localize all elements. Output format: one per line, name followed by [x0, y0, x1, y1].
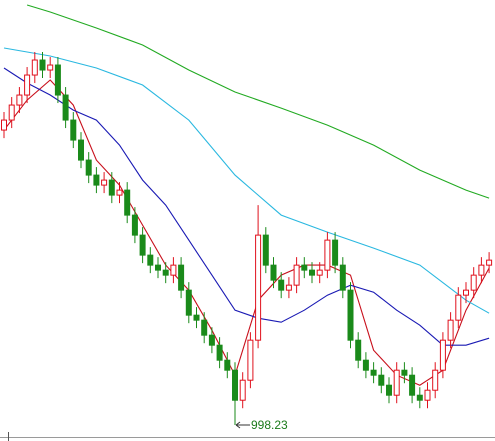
- candle-body: [93, 174, 100, 186]
- candle-body: [309, 269, 315, 276]
- candle-body: [208, 334, 215, 346]
- candle-body: [31, 59, 38, 76]
- candle-body: [39, 59, 46, 71]
- candle-body: [78, 139, 84, 161]
- candle-body: [108, 179, 115, 196]
- candle-body: [416, 394, 423, 401]
- candle-body: [131, 214, 138, 236]
- candle-body: [439, 339, 446, 371]
- candle-body: [47, 64, 54, 71]
- candle-body: [370, 369, 377, 376]
- candle-body: [409, 374, 416, 396]
- candle-body: [486, 259, 493, 266]
- candle-body: [463, 289, 469, 296]
- candle-body: [347, 289, 354, 341]
- candle-body: [339, 264, 346, 291]
- candle-body: [386, 384, 392, 396]
- candle-body: [478, 264, 485, 276]
- candle-body: [162, 269, 169, 276]
- candle-body: [101, 179, 108, 186]
- candle-body: [447, 319, 454, 341]
- candle-body: [316, 269, 323, 276]
- candle-body: [24, 74, 31, 96]
- candle-body: [393, 369, 400, 396]
- candle-body: [378, 374, 385, 386]
- candle-body: [139, 234, 146, 256]
- candle-body: [124, 189, 131, 216]
- candle-body: [70, 119, 77, 141]
- candle-body: [8, 104, 15, 121]
- candle-body: [116, 189, 123, 196]
- candle-body: [293, 264, 300, 286]
- candle-body: [170, 264, 177, 276]
- candle-body: [324, 239, 331, 271]
- candle-body: [301, 264, 308, 271]
- candle-body: [193, 314, 200, 321]
- candle-body: [232, 369, 238, 401]
- candle-body: [216, 344, 223, 361]
- candle-body: [278, 279, 285, 291]
- candle-body: [178, 264, 185, 291]
- annotation-arrowhead: [235, 421, 241, 429]
- candle-body: [247, 339, 254, 381]
- moving-average-line: [3, 79, 490, 386]
- moving-average-line: [3, 47, 490, 314]
- candle-body: [255, 234, 262, 341]
- candle-body: [201, 319, 208, 336]
- candle-body: [147, 254, 154, 266]
- candle-body: [401, 369, 408, 376]
- candle-body: [239, 379, 246, 401]
- candle-body: [155, 264, 161, 271]
- candle-body: [54, 64, 61, 96]
- candle-body: [424, 389, 431, 401]
- candle-body: [470, 274, 477, 291]
- candle-body: [224, 359, 231, 371]
- candle-body: [85, 159, 92, 176]
- candle-body: [455, 294, 462, 321]
- moving-average-line: [3, 67, 490, 346]
- candle-body: [185, 289, 192, 316]
- candle-body: [332, 239, 339, 266]
- moving-average-line: [26, 4, 490, 199]
- candle-body: [16, 94, 23, 106]
- candle-body: [355, 339, 362, 361]
- candle-body: [1, 119, 7, 131]
- candle-body: [362, 359, 369, 371]
- candle-body: [62, 94, 69, 121]
- low-label: 998.23: [251, 418, 288, 432]
- candle-body: [432, 369, 439, 391]
- candle-body: [262, 234, 269, 266]
- candle-body: [285, 284, 292, 291]
- candle-body: [270, 264, 277, 281]
